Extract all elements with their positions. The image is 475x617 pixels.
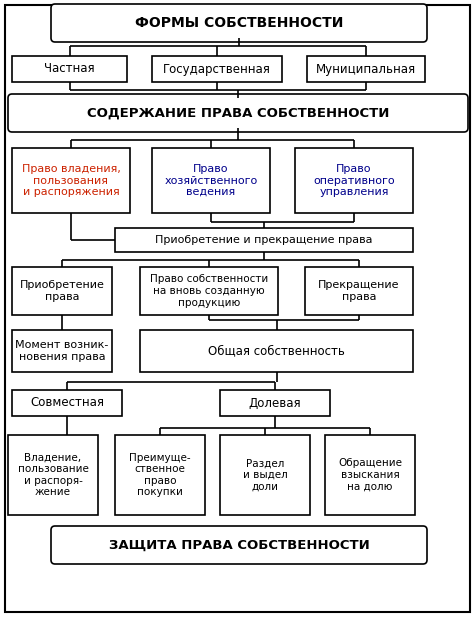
Bar	[220, 435, 310, 515]
Bar	[12, 390, 122, 416]
Bar	[295, 148, 413, 213]
Bar	[152, 56, 282, 82]
Text: СОДЕРЖАНИЕ ПРАВА СОБСТВЕННОСТИ: СОДЕРЖАНИЕ ПРАВА СОБСТВЕННОСТИ	[87, 107, 389, 120]
Bar	[305, 267, 413, 315]
Text: Обращение
взыскания
на долю: Обращение взыскания на долю	[338, 458, 402, 492]
Text: ЗАЩИТА ПРАВА СОБСТВЕННОСТИ: ЗАЩИТА ПРАВА СОБСТВЕННОСТИ	[109, 539, 370, 552]
Bar	[115, 435, 205, 515]
Text: Право
хозяйственного
ведения: Право хозяйственного ведения	[164, 164, 257, 197]
FancyBboxPatch shape	[51, 4, 427, 42]
Text: Муниципальная: Муниципальная	[316, 62, 416, 75]
Text: Право
оперативного
управления: Право оперативного управления	[313, 164, 395, 197]
FancyBboxPatch shape	[8, 94, 468, 132]
FancyBboxPatch shape	[51, 526, 427, 564]
Bar	[12, 267, 112, 315]
Bar	[12, 56, 127, 82]
Bar	[12, 330, 112, 372]
Bar	[140, 330, 413, 372]
Text: Момент возник-
новения права: Момент возник- новения права	[15, 340, 109, 362]
Text: Долевая: Долевая	[249, 397, 301, 410]
Text: Право владения,
пользования
и распоряжения: Право владения, пользования и распоряжен…	[21, 164, 121, 197]
Bar	[140, 267, 278, 315]
Text: Государственная: Государственная	[163, 62, 271, 75]
Text: ФОРМЫ СОБСТВЕННОСТИ: ФОРМЫ СОБСТВЕННОСТИ	[135, 16, 343, 30]
Text: Прекращение
права: Прекращение права	[318, 280, 400, 302]
Text: Приобретение и прекращение права: Приобретение и прекращение права	[155, 235, 373, 245]
Bar	[307, 56, 425, 82]
Text: Частная: Частная	[44, 62, 95, 75]
Text: Владение,
пользование
и распоря-
жение: Владение, пользование и распоря- жение	[18, 453, 88, 497]
Bar	[325, 435, 415, 515]
Bar	[8, 435, 98, 515]
Bar	[220, 390, 330, 416]
Text: Право собственности
на вновь созданную
продукцию: Право собственности на вновь созданную п…	[150, 275, 268, 308]
Text: Общая собственность: Общая собственность	[208, 344, 345, 357]
Text: Приобретение
права: Приобретение права	[19, 280, 104, 302]
Text: Раздел
и выдел
доли: Раздел и выдел доли	[243, 458, 287, 492]
Bar	[12, 148, 130, 213]
Bar	[115, 228, 413, 252]
Bar	[152, 148, 270, 213]
Text: Совместная: Совместная	[30, 397, 104, 410]
Text: Преимуще-
ственное
право
покупки: Преимуще- ственное право покупки	[129, 453, 191, 497]
